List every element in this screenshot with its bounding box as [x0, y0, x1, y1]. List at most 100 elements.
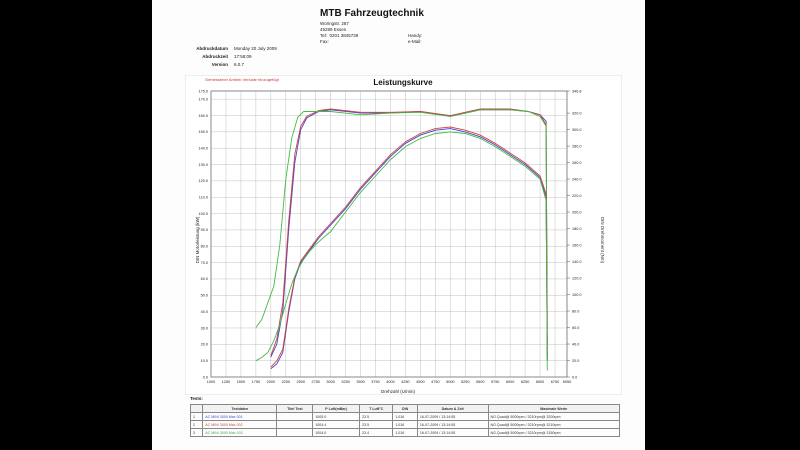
y2-tick-label: 40.0: [572, 342, 579, 346]
x-tick-label: 6750: [551, 380, 559, 384]
y2-tick-label: 20.0: [572, 359, 579, 363]
chart-title: Leistungskurve: [373, 78, 433, 87]
x-tick-label: 3000: [326, 380, 334, 384]
y-tick-label: 110.0: [199, 196, 208, 200]
x-tick-label: 1500: [237, 380, 245, 384]
row-din: 1.016: [392, 412, 418, 421]
dyno-chart: Gemessener Antrieb Verluste hinzugefügt …: [184, 74, 623, 396]
row-titel: [276, 428, 314, 437]
y2-tick-label: 120.0: [572, 276, 582, 280]
y-tick-label: 130.0: [198, 163, 208, 167]
print-time-label: Abdruckzeit: [202, 54, 228, 59]
y-axis-label: DIN Motorleistung (kW): [195, 216, 200, 263]
row-datum: 16-07-2009 / 13:14:55: [416, 428, 489, 437]
x-tick-label: 6250: [521, 380, 529, 384]
y2-tick-label: 100.0: [572, 293, 582, 297]
col-tluft: T Luft°C: [359, 404, 394, 413]
y2-tick-label: 80.0: [572, 309, 579, 313]
y-tick-label: 160.0: [198, 114, 208, 118]
y2-tick-label: 280.0: [572, 144, 582, 148]
y2-tick-label: 220.0: [572, 194, 582, 198]
y2-tick-label: 140.0: [572, 260, 582, 264]
col-index: [189, 404, 204, 413]
y-tick-label: 30.0: [201, 326, 208, 330]
x-axis-label: Drehzahl (U/min): [381, 389, 416, 394]
email-label: e-Mail:: [408, 39, 422, 44]
row-index: 1: [189, 412, 204, 421]
row-din: 1.016: [392, 428, 418, 437]
tests-label: Tests:: [190, 396, 203, 401]
x-tick-label: 3500: [356, 380, 364, 384]
x-tick-label: 6500: [536, 380, 544, 384]
col-datum: Datum & Zeit: [416, 404, 489, 413]
y-tick-label: 175.0: [198, 89, 208, 93]
col-pluft: P Luft(mBar): [312, 404, 361, 413]
x-tick-label: 6000: [506, 380, 514, 384]
y2-tick-label: 320.0: [572, 111, 582, 115]
y2-tick-label: 260.0: [572, 161, 582, 165]
y-tick-label: 10.0: [201, 359, 208, 363]
row-max: NG.Quad@ 5000rpm / 3210rpm@ 3200rpm: [487, 412, 621, 421]
power-line-run-1: [270, 128, 548, 370]
x-tick-label: 4750: [431, 380, 439, 384]
x-tick-label: 5750: [491, 380, 499, 384]
print-date-label: Abdruckdatum: [196, 46, 228, 51]
y2-tick-label: 0.0: [572, 375, 577, 379]
row-index: 3: [189, 428, 204, 437]
torque-line-run-3: [255, 109, 548, 361]
y2-tick-label: 180.0: [572, 227, 582, 231]
tel-label: Tel:: [320, 33, 328, 38]
chart-subtitle: Gemessener Antrieb Verluste hinzugefügt: [205, 77, 280, 82]
row-index: 2: [189, 420, 204, 429]
y-tick-label: 120.0: [198, 179, 208, 183]
col-max: Maximale Werte: [487, 404, 621, 413]
handy-label: Handy:: [408, 33, 423, 38]
y2-tick-label: 160.0: [572, 243, 582, 247]
x-tick-label: 5250: [461, 380, 469, 384]
version-label: Version: [211, 62, 228, 67]
y-tick-label: 20.0: [201, 343, 208, 347]
version-value: 6.0.7: [234, 62, 245, 67]
y2-tick-label: 60.0: [572, 326, 579, 330]
address-street: Woringstr. 287: [320, 21, 349, 26]
y-tick-label: 0.0: [203, 375, 208, 379]
y-tick-label: 170.0: [198, 97, 208, 101]
y-tick-label: 40.0: [201, 310, 208, 314]
row-datum: 16-07-2009 / 13:14:55: [416, 412, 489, 421]
row-tluft: 23.5: [359, 412, 394, 421]
x-tick-label: 6950: [563, 380, 571, 384]
table-row: 3 AC MINI 3000 Max 003 1004.0 23.4 1.016…: [189, 428, 621, 437]
row-testdaten: AC MINI 3000 Max 003: [202, 428, 278, 437]
print-date-value: Monday 20 July 2009: [234, 46, 277, 51]
col-din: DIN: [392, 404, 418, 413]
x-tick-label: 1750: [252, 380, 260, 384]
x-tick-label: 4500: [416, 380, 424, 384]
x-tick-label: 5500: [476, 380, 484, 384]
x-tick-label: 1250: [222, 380, 230, 384]
print-time-value: 17:58:09: [234, 54, 252, 59]
x-tick-label: 4250: [401, 380, 409, 384]
x-tick-label: 2750: [311, 380, 319, 384]
y-tick-label: 90.0: [201, 228, 208, 232]
row-pluft: 1004.4: [312, 420, 361, 429]
y2-axis-label: DIN Drehmoment (Nm): [600, 217, 605, 264]
y-tick-label: 150.0: [198, 130, 208, 134]
fax-label: Fax:: [320, 39, 329, 44]
row-din: 1.016: [392, 420, 418, 429]
tests-header-row: Testdaten Titel Test P Luft(mBar) T Luft…: [189, 404, 621, 413]
y-tick-label: 70.0: [201, 261, 208, 265]
dyno-chart-svg: Gemessener Antrieb Verluste hinzugefügt …: [184, 74, 623, 396]
y-tick-label: 50.0: [201, 294, 208, 298]
print-meta: Abdruckdatum Monday 20 July 2009 Abdruckz…: [170, 45, 277, 69]
row-pluft: 1005.0: [312, 412, 361, 421]
y2-tick-label: 240.0: [572, 177, 582, 181]
row-testdaten: AC MINI 3000 Max 001: [202, 412, 278, 421]
x-tick-label: 2250: [282, 380, 290, 384]
row-tluft: 23.4: [359, 428, 394, 437]
row-testdaten: AC MINI 3000 Max 002: [202, 420, 278, 429]
col-titel: Titel Test: [276, 404, 314, 413]
contact-block: Handy: e-Mail:: [408, 33, 422, 45]
y-tick-label: 140.0: [198, 147, 208, 151]
col-testdaten: Testdaten: [202, 404, 278, 413]
x-tick-label: 3250: [341, 380, 349, 384]
